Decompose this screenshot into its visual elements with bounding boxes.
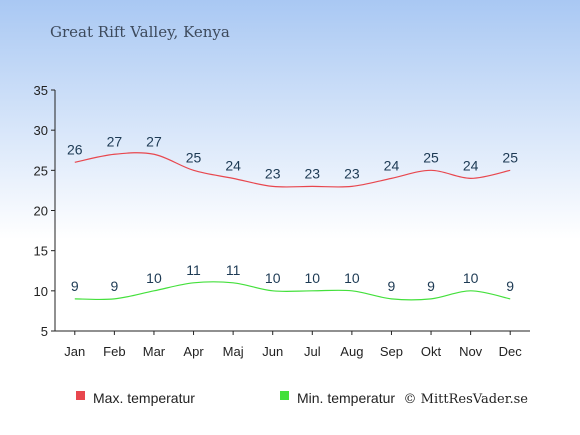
data-label: 25 (423, 149, 439, 165)
x-tick-label: Mar (143, 344, 166, 359)
y-tick-label: 5 (41, 324, 48, 339)
x-tick-label: Apr (183, 344, 204, 359)
data-label: 10 (265, 270, 281, 286)
series-line-min (74, 281, 511, 301)
data-label: 9 (506, 278, 514, 294)
chart-title: Great Rift Valley, Kenya (50, 23, 230, 41)
y-tick-label: 25 (34, 163, 48, 178)
x-tick-label: Jul (304, 344, 321, 359)
series-line-max (74, 152, 511, 188)
y-tick-label: 35 (34, 83, 48, 98)
data-label: 23 (305, 165, 321, 181)
data-label: 9 (427, 278, 435, 294)
data-label: 11 (226, 262, 241, 278)
x-tick-label: Feb (103, 344, 125, 359)
legend-swatch (76, 391, 85, 400)
data-label: 24 (463, 157, 479, 173)
x-tick-label: Jun (262, 344, 283, 359)
x-tick-label: Dec (499, 344, 523, 359)
data-label: 27 (107, 133, 123, 149)
data-label: 9 (71, 278, 79, 294)
y-tick-label: 15 (34, 244, 48, 259)
x-tick-label: Nov (459, 344, 483, 359)
data-label: 9 (388, 278, 396, 294)
x-tick-label: Jan (64, 344, 85, 359)
legend-label: Min. temperatur (297, 390, 395, 406)
data-label: 24 (225, 157, 241, 173)
data-label: 25 (502, 149, 518, 165)
y-tick-label: 10 (34, 284, 48, 299)
data-label: 27 (146, 133, 162, 149)
data-label: 24 (384, 157, 400, 173)
data-label: 11 (186, 262, 201, 278)
credit-text: © MittResVader.se (404, 392, 529, 407)
x-tick-label: Sep (380, 344, 403, 359)
legend-swatch (280, 391, 289, 400)
data-label: 9 (110, 278, 118, 294)
data-label: 23 (265, 165, 281, 181)
data-label: 10 (146, 270, 162, 286)
y-tick-label: 20 (34, 204, 48, 219)
data-label: 25 (186, 149, 202, 165)
data-label: 10 (305, 270, 321, 286)
y-tick-label: 30 (34, 123, 48, 138)
x-tick-label: Okt (421, 344, 442, 359)
data-label: 23 (344, 165, 360, 181)
data-label: 10 (344, 270, 360, 286)
data-label: 26 (67, 141, 83, 157)
x-tick-label: Maj (223, 344, 244, 359)
x-tick-label: Aug (340, 344, 363, 359)
legend-label: Max. temperatur (93, 390, 195, 406)
data-label: 10 (463, 270, 479, 286)
